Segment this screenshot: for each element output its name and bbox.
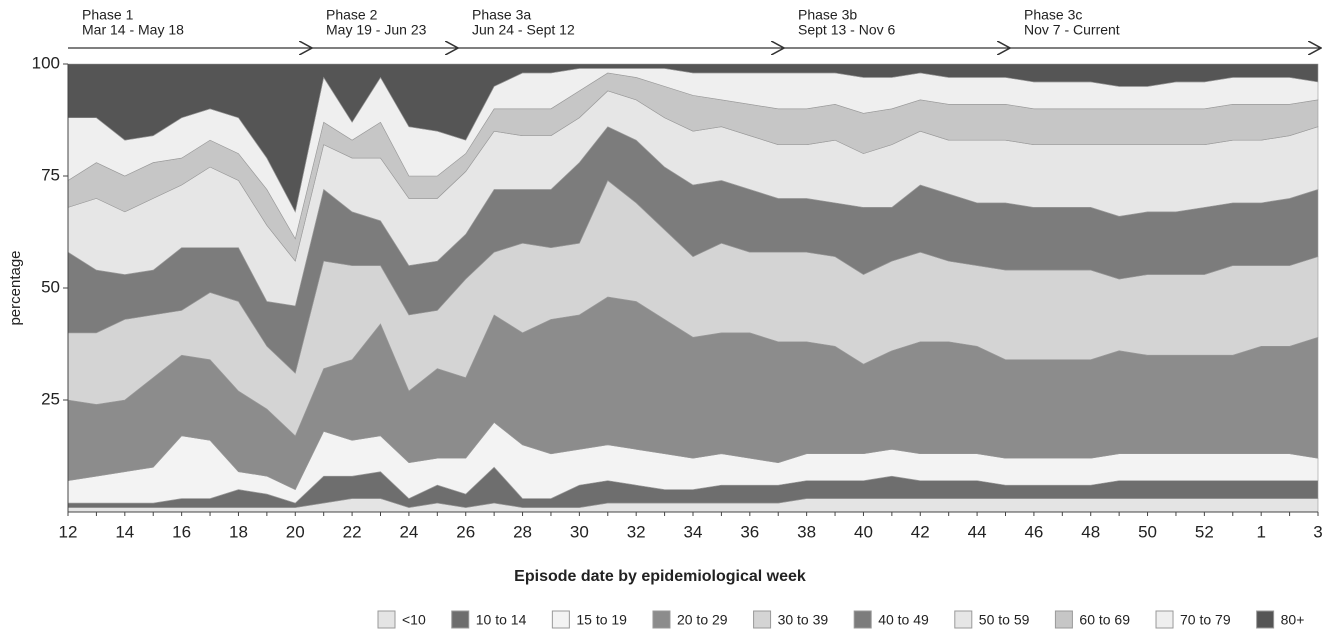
x-tick-label: 32 [627,522,646,541]
phase-dates: Mar 14 - May 18 [82,22,184,38]
legend-label: 30 to 39 [778,612,829,628]
legend-label: 50 to 59 [979,612,1030,628]
legend-swatch [652,610,671,629]
x-tick-label: 24 [399,522,418,541]
y-tick-label: 100 [32,53,60,72]
phase-dates: Sept 13 - Nov 6 [798,22,895,38]
x-tick-label: 3 [1313,522,1322,541]
x-tick-label: 34 [684,522,703,541]
x-tick-label: 50 [1138,522,1157,541]
x-tick-label: 22 [343,522,362,541]
x-tick-label: 18 [229,522,248,541]
phase-dates: Jun 24 - Sept 12 [472,22,575,38]
x-tick-label: 40 [854,522,873,541]
legend-swatch [1155,610,1174,629]
x-tick-label: 28 [513,522,532,541]
y-tick-label: 75 [41,165,60,184]
x-tick-label: 20 [286,522,305,541]
x-tick-label: 42 [911,522,930,541]
x-tick-label: 36 [740,522,759,541]
x-tick-label: 12 [59,522,78,541]
phase-name: Phase 2 [326,7,378,23]
y-tick-label: 25 [41,389,60,408]
x-tick-label: 46 [1024,522,1043,541]
phase-name: Phase 1 [82,7,134,23]
x-axis-title: Episode date by epidemiological week [514,568,806,585]
area [67,63,1319,213]
x-tick-label: 16 [172,522,191,541]
legend-swatch [853,610,872,629]
x-tick-label: 52 [1195,522,1214,541]
legend-swatch [551,610,570,629]
y-axis-title: percentage [7,250,24,325]
legend-label: 70 to 79 [1180,612,1231,628]
legend-swatch [1256,610,1275,629]
x-tick-label: 44 [968,522,987,541]
legend-label: 20 to 29 [677,612,728,628]
x-tick-label: 1 [1256,522,1265,541]
legend-label: 80+ [1281,612,1305,628]
legend-swatch [1054,610,1073,629]
x-tick-label: 14 [115,522,134,541]
x-tick-label: 48 [1081,522,1100,541]
legend-label: 60 to 69 [1079,612,1130,628]
x-tick-label: 26 [456,522,475,541]
phase-name: Phase 3a [472,7,531,23]
phase-name: Phase 3b [798,7,857,23]
legend-label: 15 to 19 [576,612,627,628]
x-tick-label: 30 [570,522,589,541]
legend-swatch [377,610,396,629]
phase-dates: Nov 7 - Current [1024,22,1120,38]
legend-swatch [954,610,973,629]
legend-label: <10 [402,612,426,628]
x-tick-label: 38 [797,522,816,541]
legend-swatch [451,610,470,629]
legend-swatch [753,610,772,629]
phase-name: Phase 3c [1024,7,1082,23]
legend-label: 40 to 49 [878,612,929,628]
y-tick-label: 50 [41,277,60,296]
phase-dates: May 19 - Jun 23 [326,22,427,38]
legend-label: 10 to 14 [476,612,527,628]
